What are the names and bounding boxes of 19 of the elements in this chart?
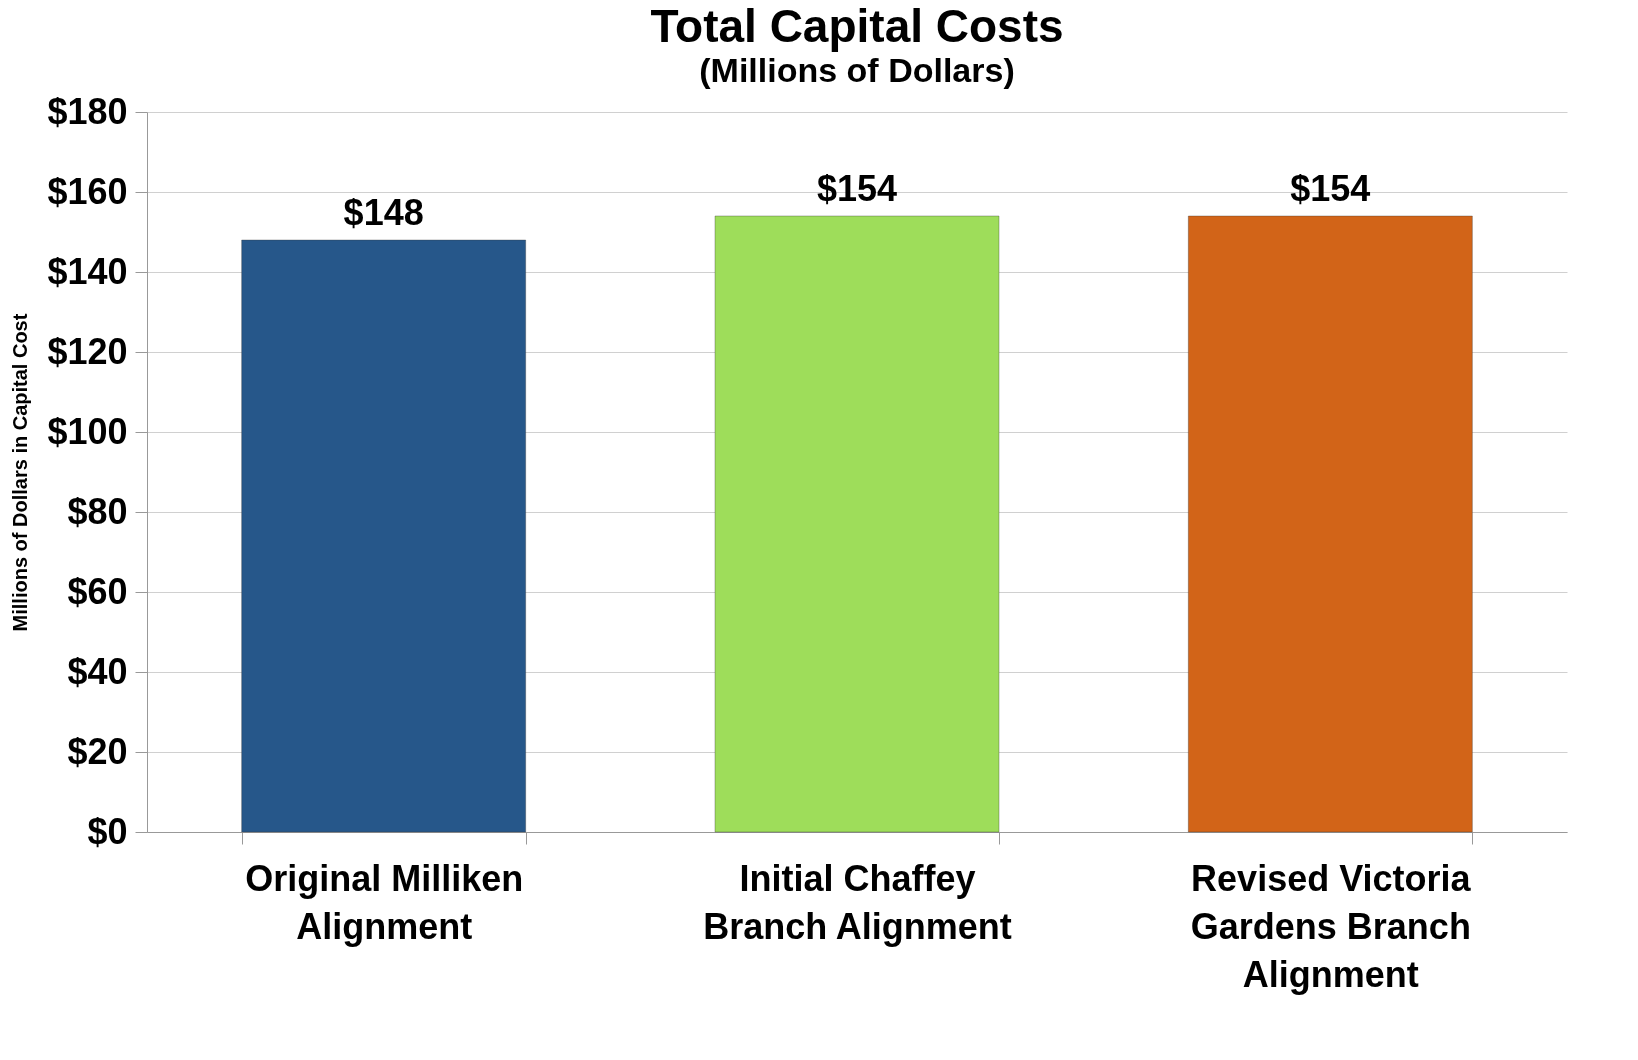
y-tick-label: $40 bbox=[67, 650, 128, 692]
y-tick-label: $80 bbox=[67, 490, 128, 532]
x-tick-label: Revised Victoria Gardens Branch Alignment bbox=[1190, 857, 1472, 995]
y-tick-label: $100 bbox=[47, 410, 128, 452]
y-tick-label: $120 bbox=[47, 330, 128, 372]
y-tick-label: $0 bbox=[87, 810, 128, 852]
y-tick-label: $60 bbox=[67, 570, 128, 612]
data-label: $154 bbox=[816, 168, 898, 209]
data-label: $154 bbox=[1290, 168, 1371, 209]
y-axis-title: Millions of Dollars in Capital Cost bbox=[9, 313, 32, 632]
x-tick-label: Original Milliken Alignment bbox=[245, 857, 524, 947]
x-tick-label: Initial Chaffey Branch Alignment bbox=[703, 857, 1012, 947]
y-tick-label: $160 bbox=[47, 170, 128, 212]
y-tick-label: $20 bbox=[67, 730, 128, 772]
y-tick-label: $180 bbox=[47, 90, 128, 132]
chart-subtitle: (Millions of Dollars) bbox=[699, 51, 1015, 89]
y-tick-label: $140 bbox=[47, 250, 128, 292]
chart-title: Total Capital Costs bbox=[650, 0, 1064, 52]
data-label: $148 bbox=[343, 192, 424, 233]
